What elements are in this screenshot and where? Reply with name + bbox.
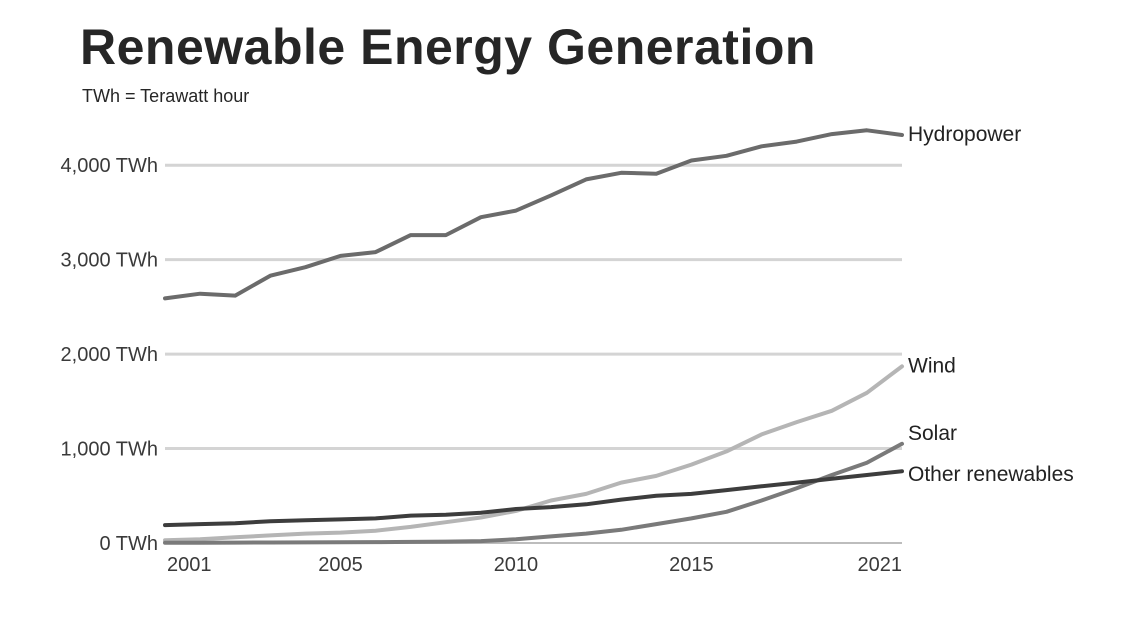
x-tick-label: 2015 [669,554,714,576]
gridlines [165,163,902,544]
series-label-other-renewables: Other renewables [908,463,1074,486]
y-tick-label: 3,000 TWh [61,250,158,272]
series-line-wind [163,364,904,543]
series-line-hydropower [163,128,904,301]
x-axis-tick-labels: 2001 2005 2010 2015 2021 [167,554,902,576]
x-tick-label: 2010 [494,554,539,576]
series-labels: Hydropower Wind Solar Other renewables [908,123,1074,486]
series-label-wind: Wind [908,354,956,377]
y-tick-label: 1,000 TWh [61,439,158,461]
y-axis-tick-labels: 0 TWh 1,000 TWh 2,000 TWh 3,000 TWh 4,000 TW… [61,155,158,555]
x-tick-label: 2001 [167,554,212,576]
y-tick-label: 0 TWh [99,533,158,555]
series-lines [163,128,904,545]
series-line-solar [163,441,904,545]
x-tick-label: 2005 [318,554,363,576]
series-label-hydropower: Hydropower [908,123,1021,146]
x-tick-label: 2021 [858,554,903,576]
series-line-other-renewables [163,469,904,528]
chart-title: Renewable Energy Generation [80,19,816,75]
y-tick-label: 4,000 TWh [61,155,158,177]
chart-subtitle: TWh = Terawatt hour [82,86,250,106]
series-label-solar: Solar [908,422,957,445]
y-tick-label: 2,000 TWh [61,344,158,366]
